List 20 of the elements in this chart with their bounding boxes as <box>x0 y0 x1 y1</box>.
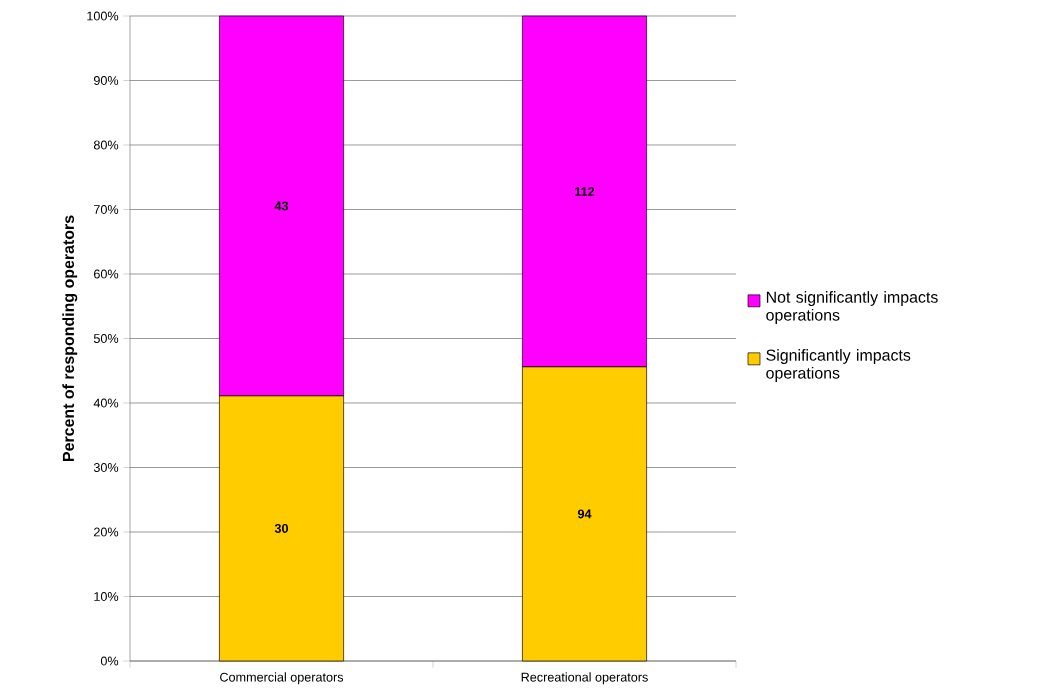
y-tick-label: 50% <box>93 334 119 343</box>
y-tick-label: 70% <box>94 205 119 214</box>
legend-label: Not significantly impacts operations <box>766 291 938 324</box>
y-tick-label: 80% <box>93 140 119 150</box>
annotation: 30 <box>274 523 288 533</box>
y-tick-label: 40% <box>93 398 119 408</box>
legend-label: Significantly impacts operations <box>766 349 911 382</box>
y-tick-label: 100% <box>87 11 119 21</box>
y-axis-title: Percent of responding operators <box>62 215 78 461</box>
x-tick-label: Commercial operators <box>220 672 344 685</box>
annotation: 94 <box>577 509 592 519</box>
y-tick-label: 20% <box>94 527 119 537</box>
annotation: 112 <box>575 187 595 196</box>
y-tick-label: 0% <box>100 656 119 666</box>
y-tick-label: 30% <box>93 463 119 472</box>
y-tick-label: 90% <box>93 76 119 85</box>
x-tick-label: Recreational operators <box>521 672 648 685</box>
y-tick-label: 60% <box>94 269 119 279</box>
y-tick-label: 10% <box>94 592 119 601</box>
annotation: 43 <box>274 201 289 211</box>
